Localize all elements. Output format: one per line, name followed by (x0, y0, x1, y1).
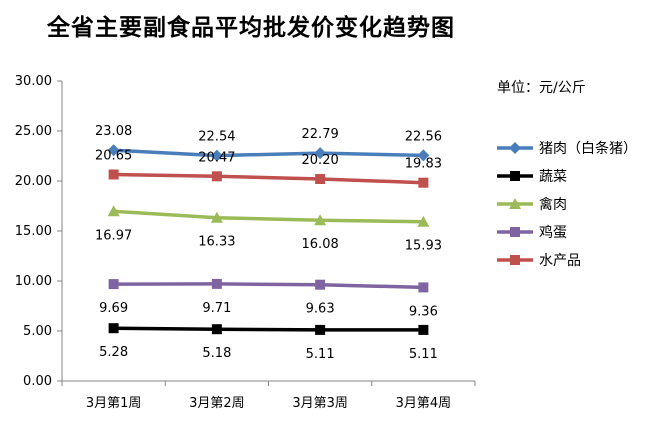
data-point (418, 324, 429, 335)
data-point (417, 215, 430, 227)
series-0 (107, 144, 430, 162)
y-tick-label: 5.00 (23, 324, 52, 339)
x-tick-label: 3月第1周 (86, 396, 142, 411)
data-point (210, 211, 223, 223)
data-labels: 23.08 22.54 22.79 22.56 5.28 5.18 5.11 5.11 16.9… (95, 124, 442, 362)
data-point (211, 278, 222, 289)
axes: 0.00 5.00 10.00 15.00 20.00 25.00 30.00 3月第1周 3月… (15, 74, 476, 411)
data-label: 16.08 (302, 237, 339, 252)
series-lines (107, 144, 430, 335)
legend-label: 水产品 (539, 253, 581, 269)
data-label: 20.47 (198, 150, 235, 165)
series-line (113, 209, 424, 224)
series-4 (108, 169, 429, 188)
legend-item: 禽肉 (497, 196, 567, 213)
data-point (314, 214, 327, 226)
data-point (314, 147, 327, 160)
legend-marker (510, 255, 520, 265)
data-label: 19.83 (405, 157, 442, 172)
data-label: 5.28 (99, 345, 128, 360)
x-tick-label: 3月第2周 (189, 396, 245, 411)
legend-item: 水产品 (497, 253, 581, 269)
y-tick-label: 30.00 (15, 74, 52, 89)
data-label: 20.65 (95, 149, 132, 164)
data-point (107, 205, 120, 217)
data-point (417, 149, 430, 162)
data-label: 22.54 (198, 130, 235, 145)
data-label: 16.33 (198, 235, 235, 250)
legend-item: 猪肉（白条猪） (497, 140, 637, 157)
chart-title: 全省主要副食品平均批发价变化趋势图 (47, 15, 455, 41)
x-tick-label: 3月第4周 (396, 396, 452, 411)
data-label: 9.69 (99, 301, 128, 316)
data-label: 9.36 (409, 304, 438, 319)
series-1 (108, 323, 429, 335)
data-point (211, 324, 222, 335)
data-point (418, 177, 429, 188)
legend-marker (509, 142, 521, 154)
data-point (108, 279, 119, 290)
data-label: 5.11 (409, 347, 438, 362)
data-point (315, 174, 326, 184)
data-label: 5.11 (306, 347, 335, 362)
y-tick-label: 10.00 (15, 274, 52, 289)
data-label: 15.93 (405, 239, 442, 254)
data-point (418, 282, 429, 293)
data-point (108, 169, 119, 180)
series-line (113, 148, 424, 158)
y-tick-label: 20.00 (15, 174, 52, 189)
data-point (315, 324, 326, 335)
data-label: 20.20 (302, 153, 339, 168)
data-label: 23.08 (95, 124, 132, 139)
unit-label: 单位：元/公斤 (497, 80, 586, 96)
series-line (113, 172, 424, 185)
y-tick-label: 15.00 (15, 224, 52, 239)
data-point (108, 323, 119, 334)
series-line (113, 282, 424, 290)
data-label: 9.71 (202, 301, 231, 316)
legend-marker (509, 198, 521, 209)
x-tick-label: 3月第3周 (292, 396, 348, 411)
data-point (107, 144, 120, 157)
legend-marker (510, 171, 520, 181)
legend-item: 鸡蛋 (497, 224, 567, 241)
series-line (113, 326, 424, 332)
y-tick-label: 25.00 (15, 124, 52, 139)
data-label: 9.63 (306, 302, 335, 317)
data-point (315, 279, 326, 290)
legend-label: 禽肉 (539, 196, 567, 213)
y-tick-label: 0.00 (23, 374, 52, 389)
legend-item: 蔬菜 (497, 169, 567, 185)
series-2 (107, 205, 430, 227)
legend-label: 猪肉（白条猪） (539, 140, 637, 157)
series-3 (108, 278, 429, 293)
legend-marker (510, 227, 520, 237)
data-label: 22.56 (405, 129, 442, 144)
legend-label: 鸡蛋 (539, 224, 567, 241)
data-label: 16.97 (95, 228, 132, 243)
data-point (211, 171, 222, 182)
data-point (210, 149, 223, 162)
data-label: 5.18 (202, 346, 231, 361)
legend-label: 蔬菜 (539, 169, 567, 185)
data-label: 22.79 (302, 127, 339, 142)
